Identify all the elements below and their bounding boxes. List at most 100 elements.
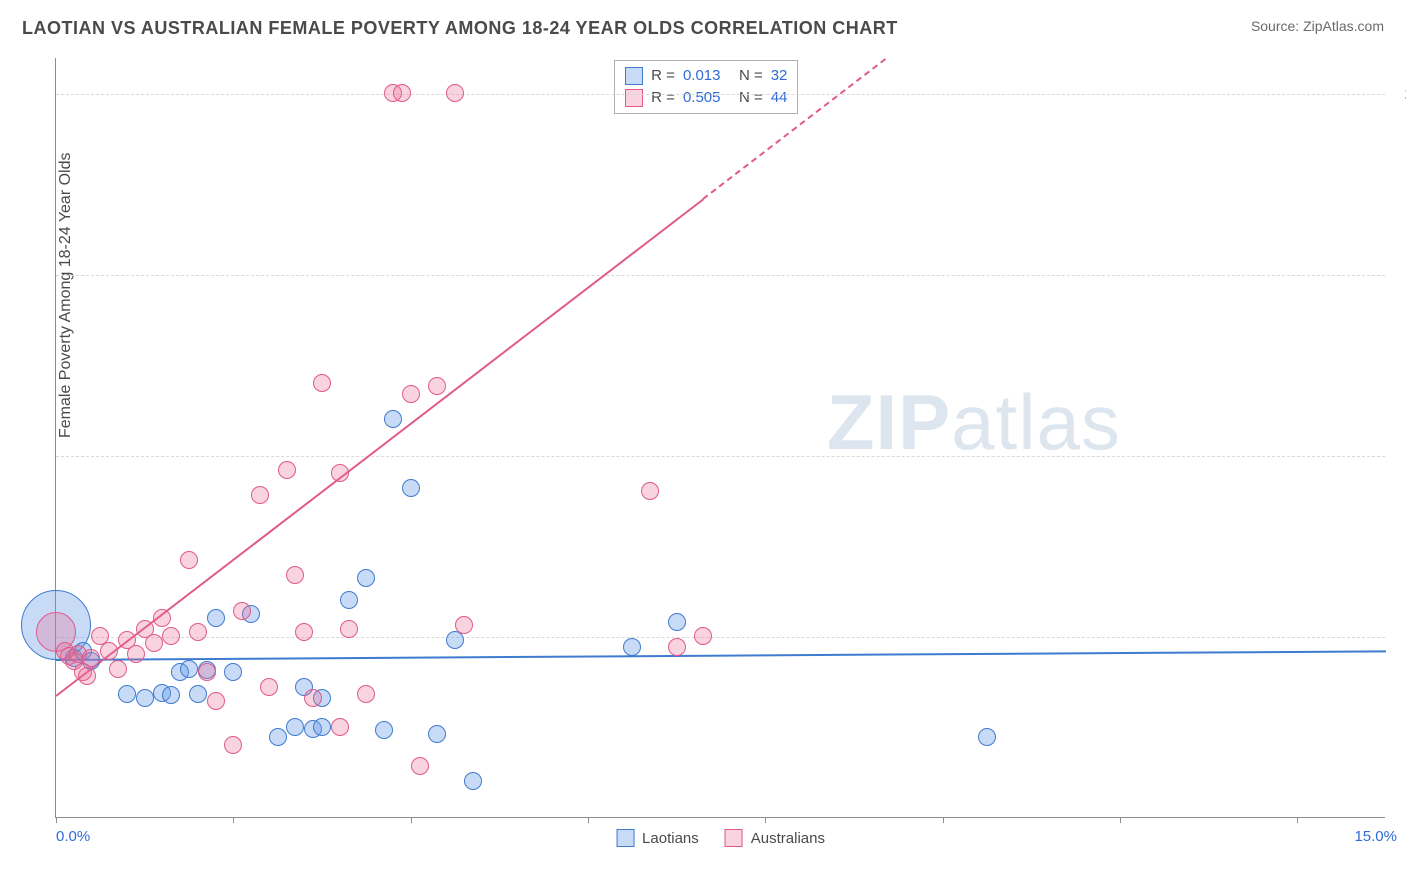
data-point <box>313 374 331 392</box>
gridline <box>56 275 1385 276</box>
data-point <box>384 410 402 428</box>
legend-R-label: R = <box>651 65 675 87</box>
legend-R-value: 0.013 <box>683 65 731 87</box>
chart-title: LAOTIAN VS AUSTRALIAN FEMALE POVERTY AMO… <box>22 18 898 39</box>
data-point <box>224 663 242 681</box>
trend-line <box>56 650 1386 661</box>
legend-R-label: R = <box>651 87 675 109</box>
data-point <box>251 486 269 504</box>
data-point <box>393 84 411 102</box>
watermark-rest: atlas <box>951 378 1121 466</box>
x-tick-label: 15.0% <box>1354 828 1397 845</box>
x-tick <box>56 817 57 823</box>
data-point <box>224 736 242 754</box>
x-tick-label: 0.0% <box>56 828 90 845</box>
source-label: Source: ZipAtlas.com <box>1251 18 1384 34</box>
legend-N-label: N = <box>739 87 763 109</box>
data-point <box>295 623 313 641</box>
gridline <box>56 637 1385 638</box>
scatter-plot: Female Poverty Among 18-24 Year Olds ZIP… <box>55 58 1385 818</box>
data-point <box>189 623 207 641</box>
data-point <box>269 728 287 746</box>
data-point <box>446 84 464 102</box>
data-point <box>340 620 358 638</box>
gridline <box>56 456 1385 457</box>
legend-series-name: Australians <box>751 830 825 847</box>
trend-line <box>55 198 703 696</box>
data-point <box>331 464 349 482</box>
data-point <box>233 602 251 620</box>
data-point <box>153 609 171 627</box>
data-point <box>207 692 225 710</box>
legend-item: Laotians <box>616 829 699 847</box>
data-point <box>641 482 659 500</box>
legend-swatch <box>725 829 743 847</box>
y-tick-label: 75.0% <box>1395 267 1406 284</box>
data-point <box>464 772 482 790</box>
x-tick <box>1120 817 1121 823</box>
data-point <box>286 718 304 736</box>
legend-N-value: 44 <box>771 87 788 109</box>
legend-N-value: 32 <box>771 65 788 87</box>
data-point <box>402 479 420 497</box>
data-point <box>331 718 349 736</box>
x-tick <box>943 817 944 823</box>
watermark-bold: ZIP <box>827 378 951 466</box>
data-point <box>623 638 641 656</box>
data-point <box>357 569 375 587</box>
y-tick-label: 25.0% <box>1395 629 1406 646</box>
data-point <box>260 678 278 696</box>
data-point <box>668 613 686 631</box>
data-point <box>357 685 375 703</box>
data-point <box>304 689 322 707</box>
data-point <box>978 728 996 746</box>
legend-series: Laotians Australians <box>616 829 825 847</box>
data-point <box>207 609 225 627</box>
data-point <box>313 718 331 736</box>
data-point <box>109 660 127 678</box>
gridline <box>56 94 1385 95</box>
y-tick-label: 50.0% <box>1395 448 1406 465</box>
legend-stat-row: R = 0.505 N = 44 <box>625 87 787 109</box>
legend-swatch <box>625 67 643 85</box>
x-tick <box>233 817 234 823</box>
legend-swatch <box>616 829 634 847</box>
data-point <box>78 667 96 685</box>
legend-statistics: R = 0.013 N = 32 R = 0.505 N = 44 <box>614 60 798 114</box>
y-tick-label: 100.0% <box>1395 86 1406 103</box>
data-point <box>180 660 198 678</box>
data-point <box>127 645 145 663</box>
data-point <box>278 461 296 479</box>
legend-R-value: 0.505 <box>683 87 731 109</box>
data-point <box>428 377 446 395</box>
legend-N-label: N = <box>739 65 763 87</box>
data-point <box>198 663 216 681</box>
data-point <box>162 686 180 704</box>
data-point <box>136 689 154 707</box>
data-point <box>428 725 446 743</box>
legend-item: Australians <box>725 829 825 847</box>
x-tick <box>411 817 412 823</box>
data-point <box>145 634 163 652</box>
x-tick <box>1297 817 1298 823</box>
data-point <box>82 649 100 667</box>
data-point <box>118 685 136 703</box>
data-point <box>455 616 473 634</box>
y-axis-label: Female Poverty Among 18-24 Year Olds <box>57 152 75 438</box>
data-point <box>286 566 304 584</box>
data-point <box>668 638 686 656</box>
data-point <box>162 627 180 645</box>
data-point <box>411 757 429 775</box>
watermark: ZIPatlas <box>827 377 1121 468</box>
data-point <box>375 721 393 739</box>
x-tick <box>588 817 589 823</box>
legend-series-name: Laotians <box>642 830 699 847</box>
data-point <box>340 591 358 609</box>
data-point <box>180 551 198 569</box>
legend-swatch <box>625 89 643 107</box>
data-point <box>694 627 712 645</box>
data-point <box>100 642 118 660</box>
data-point <box>402 385 420 403</box>
data-point <box>189 685 207 703</box>
legend-stat-row: R = 0.013 N = 32 <box>625 65 787 87</box>
